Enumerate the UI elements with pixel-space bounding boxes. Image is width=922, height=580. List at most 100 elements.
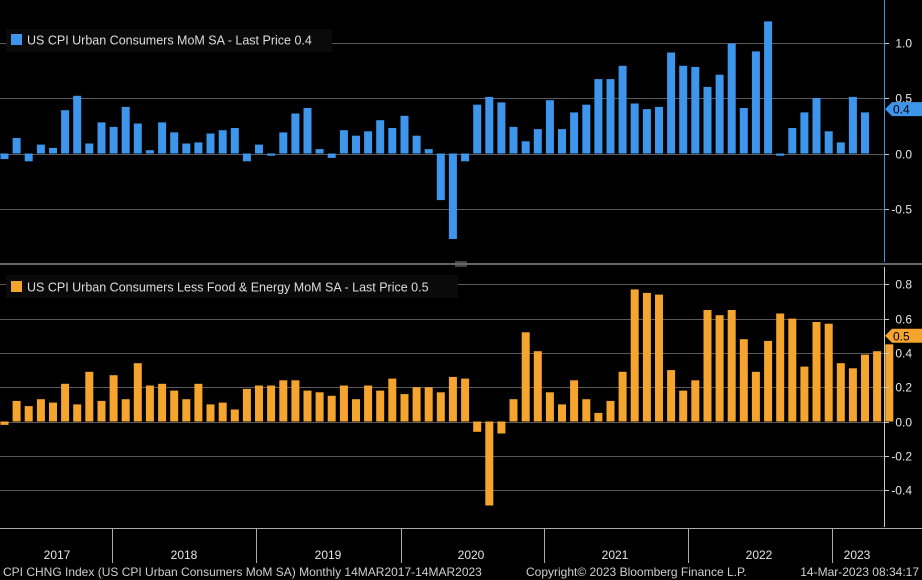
bar-cpi-mom [606,79,615,154]
bar-core-cpi-mom [861,354,869,422]
bar-core-cpi-mom [727,310,736,422]
core-cpi-mom-bars [0,289,894,506]
bar-cpi-mom [182,143,191,154]
bar-cpi-mom [715,74,724,154]
bar-core-cpi-mom [509,399,518,422]
footer-security-info: CPI CHNG Index (US CPI Urban Consumers M… [3,565,482,579]
bar-cpi-mom [485,96,494,154]
bar-core-cpi-mom [715,315,724,422]
bar-cpi-mom [461,153,470,162]
bar-core-cpi-mom [642,292,651,422]
bar-core-cpi-mom [655,294,663,422]
core-cpi-mom-panel: 0.8 0.6 0.4 0.2 0.0 -0.2 -0.4 US CPI Urban Con… [0,275,922,506]
footer-timestamp: 14-Mar-2023 08:34:17 [800,565,919,579]
bar-cpi-mom [497,102,506,154]
bar-core-cpi-mom [24,406,33,422]
bar-cpi-mom [655,106,663,154]
bar-cpi-mom [412,135,421,154]
bar-core-cpi-mom [158,383,167,422]
bar-core-cpi-mom [885,344,894,422]
bar-core-cpi-mom [327,395,336,422]
bar-core-cpi-mom [388,378,397,422]
bar-core-cpi-mom [61,383,70,422]
bar-core-cpi-mom [679,390,688,422]
bar-cpi-mom [230,128,239,154]
bar-cpi-mom [533,129,542,154]
bar-cpi-mom [751,51,760,154]
bar-cpi-mom [376,120,385,154]
bar-core-cpi-mom [545,392,554,422]
bar-cpi-mom [800,112,809,154]
bar-cpi-mom [170,132,179,154]
bar-cpi-mom [327,153,336,158]
bar-cpi-mom [679,65,688,154]
bar-cpi-mom [836,142,845,154]
bar-core-cpi-mom [279,380,288,422]
bar-cpi-mom [545,100,554,154]
bar-cpi-mom [303,108,312,154]
bar-core-cpi-mom [848,368,857,422]
bar-core-cpi-mom [448,376,457,422]
bar-cpi-mom [97,122,106,154]
bar-cpi-mom [121,106,130,154]
bar-cpi-mom [12,138,21,154]
legend-swatch-core-cpi-mom [11,281,22,292]
bar-core-cpi-mom [85,371,94,422]
bar-cpi-mom [49,147,57,154]
bar-core-cpi-mom [776,313,785,422]
bar-core-cpi-mom [497,421,506,434]
bar-cpi-mom [109,126,118,154]
bar-core-cpi-mom [461,378,470,422]
bar-core-cpi-mom [267,385,276,422]
x-tick-label: 2021 [602,548,629,562]
y-tick-label: 0.5 [895,92,912,106]
bar-cpi-mom [594,79,603,154]
y-tick-label: 0.0 [895,416,912,430]
x-tick-label: 2019 [315,548,342,562]
bar-cpi-mom [570,112,579,154]
bar-core-cpi-mom [206,404,215,422]
bar-cpi-mom [85,143,94,154]
bar-core-cpi-mom [691,380,700,422]
bar-core-cpi-mom [582,399,591,422]
bar-cpi-mom [242,153,251,162]
panel-resize-handle[interactable] [455,261,467,267]
bar-core-cpi-mom [182,399,191,422]
bar-cpi-mom [424,149,433,154]
last-price-label-core-cpi-mom: 0.5 [893,329,910,343]
bar-core-cpi-mom [873,351,882,422]
bar-cpi-mom [24,153,33,162]
bar-cpi-mom [61,110,70,154]
bar-cpi-mom [145,150,154,154]
bar-cpi-mom [73,95,82,154]
bar-cpi-mom [848,96,857,154]
y-tick-label: 0.8 [895,278,912,292]
bar-core-cpi-mom [594,412,603,422]
bar-core-cpi-mom [570,380,579,422]
bar-core-cpi-mom [558,404,566,422]
bar-core-cpi-mom [412,387,421,422]
bar-cpi-mom [315,149,324,154]
last-price-label-cpi-mom: 0.4 [893,103,910,117]
legend-label-cpi-mom: US CPI Urban Consumers MoM SA - Last Pri… [27,34,312,48]
cpi-mom-legend: US CPI Urban Consumers MoM SA - Last Pri… [6,29,332,52]
bar-cpi-mom [703,86,712,154]
y-tick-label: 0.4 [895,347,912,361]
bar-core-cpi-mom [291,380,300,422]
bar-cpi-mom [255,144,263,154]
bar-core-cpi-mom [764,340,773,422]
cpi-mom-y-axis: 1.0 0.5 0.0 -0.5 [884,37,912,217]
x-tick-label: 2023 [844,548,871,562]
bar-cpi-mom [824,131,833,154]
bar-core-cpi-mom [97,400,106,422]
bar-cpi-mom [521,141,530,154]
bar-cpi-mom [642,109,651,154]
bar-cpi-mom [206,133,215,154]
bar-core-cpi-mom [521,332,530,422]
y-tick-label: 0.6 [895,313,912,327]
bar-cpi-mom [352,135,360,154]
bar-core-cpi-mom [230,409,239,422]
y-tick-label: -0.2 [891,450,912,464]
bar-core-cpi-mom [218,402,227,422]
y-tick-label: 0.2 [895,381,912,395]
